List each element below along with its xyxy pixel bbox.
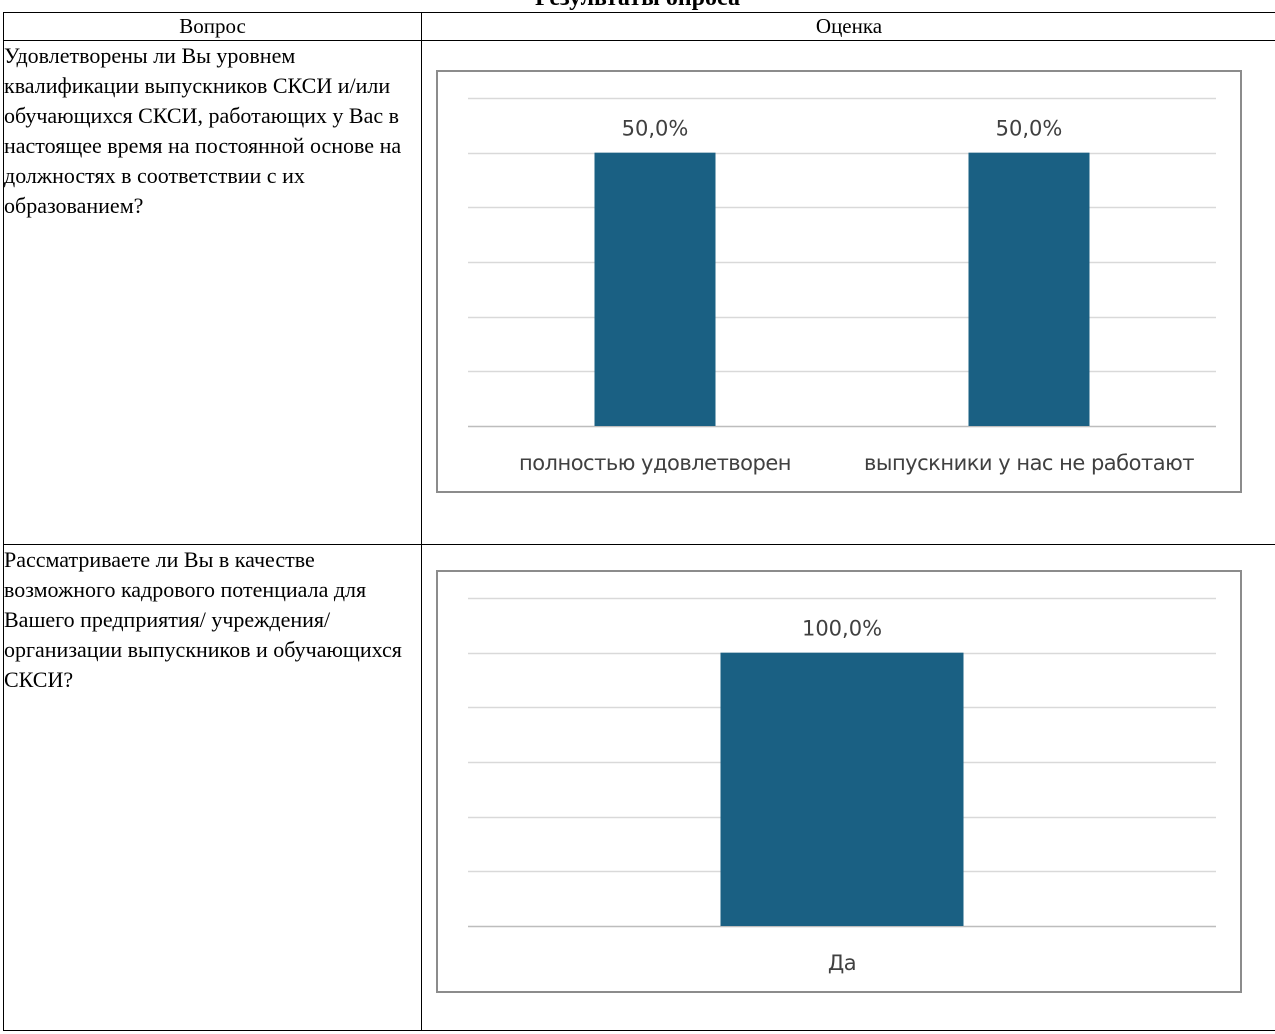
rating-cell: 100,0% Да — [421, 544, 1275, 1031]
bar-chart: 50,0% полностью удовлетворен 50,0% выпускни… — [468, 97, 1216, 475]
data-label: 50,0% — [622, 117, 689, 141]
chart-frame: 100,0% Да — [436, 570, 1242, 993]
bar — [594, 152, 716, 426]
bar — [720, 652, 964, 926]
table-row: Удовлетворены ли Вы уровнем квалификации… — [3, 40, 1275, 545]
rating-cell: 50,0% полностью удовлетворен 50,0% выпускни… — [421, 40, 1275, 545]
question-text: Рассматриваете ли Вы в качестве возможно… — [3, 544, 422, 1031]
header-rating: Оценка — [421, 12, 1275, 41]
header-question: Вопрос — [3, 12, 422, 41]
chart-frame: 50,0% полностью удовлетворен 50,0% выпускни… — [436, 70, 1242, 493]
category-label: полностью удовлетворен — [519, 451, 791, 475]
page-title: Результаты опроса — [0, 0, 1275, 12]
header-row: Вопрос Оценка — [3, 12, 1275, 41]
category-label: Да — [828, 951, 856, 975]
category-label: выпускники у нас не работают — [864, 451, 1194, 475]
data-label: 100,0% — [802, 617, 882, 641]
data-label: 50,0% — [996, 117, 1063, 141]
question-text: Удовлетворены ли Вы уровнем квалификации… — [3, 40, 422, 545]
bar-chart: 100,0% Да — [468, 597, 1216, 975]
bar — [968, 152, 1090, 426]
table-row: Рассматриваете ли Вы в качестве возможно… — [3, 544, 1275, 1031]
survey-table: Вопрос Оценка Удовлетворены ли Вы уровне… — [3, 12, 1275, 1031]
